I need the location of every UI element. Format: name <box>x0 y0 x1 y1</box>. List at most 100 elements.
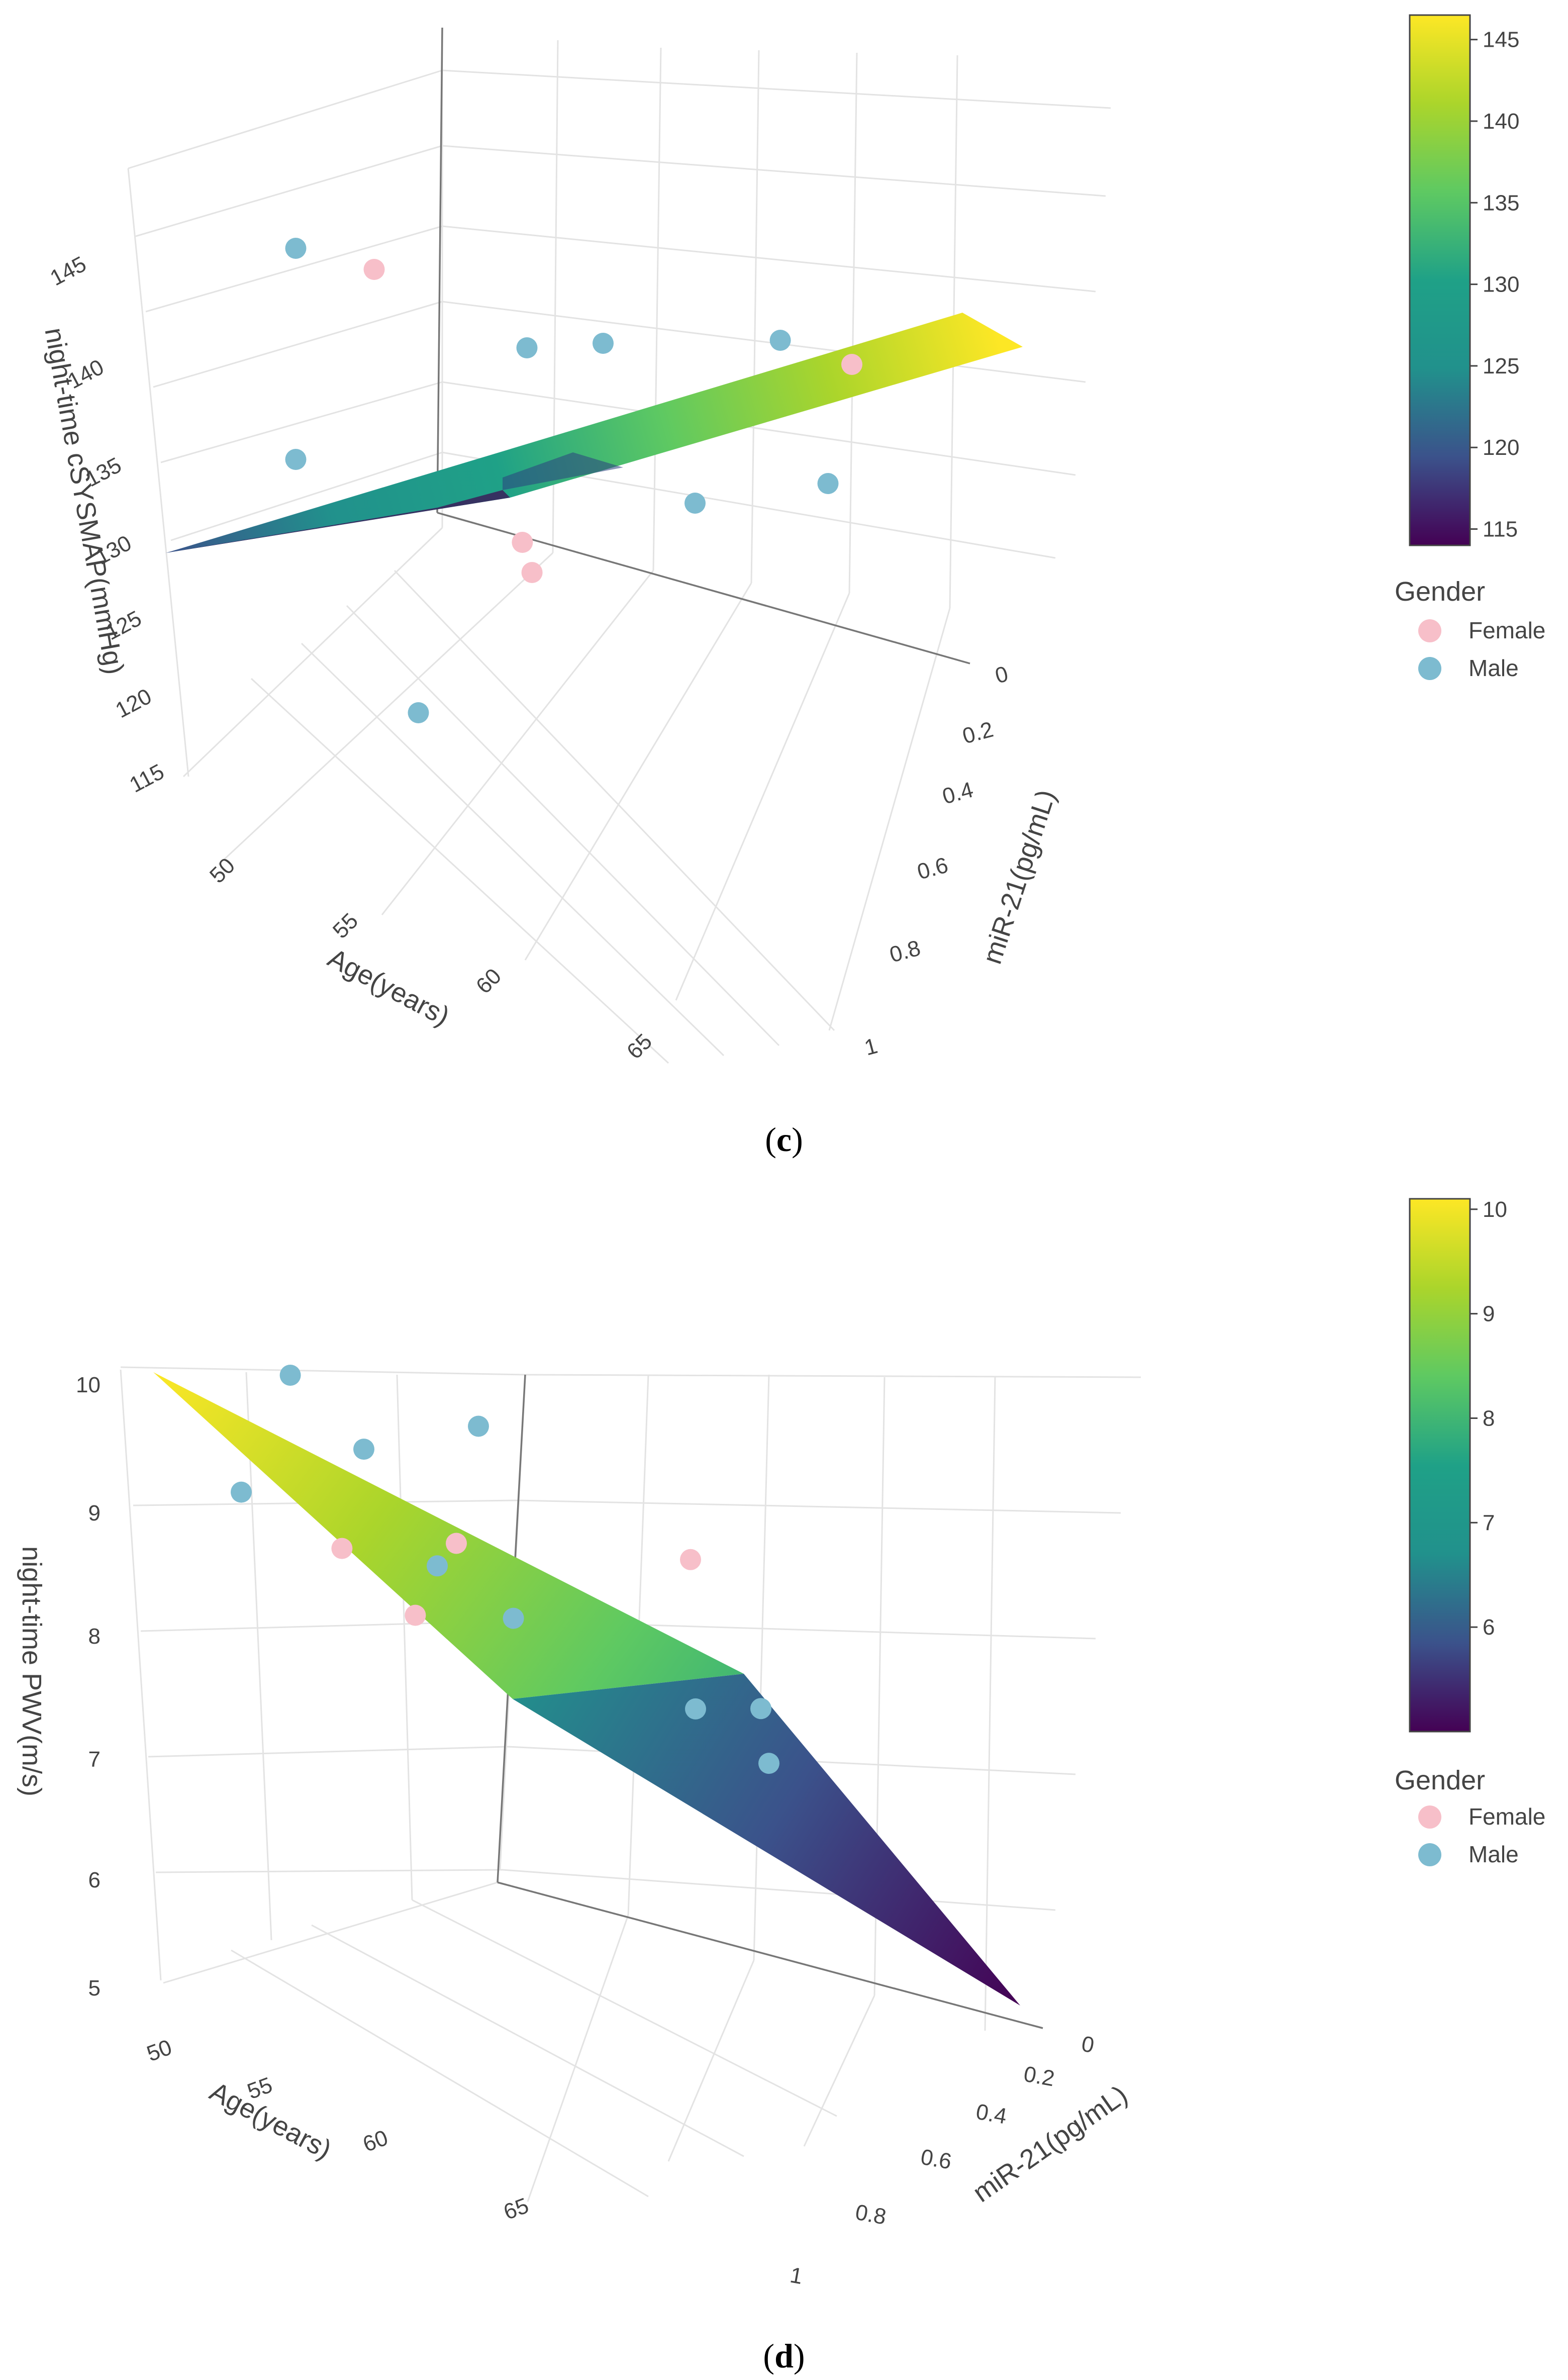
panel-d-y-tick: 0.4 <box>974 2100 1009 2129</box>
data-point-male <box>503 1607 524 1629</box>
panel-d-legend-title: Gender <box>1395 1765 1485 1795</box>
data-point-male <box>758 1753 779 1774</box>
panel-c-legend-male: Male <box>1468 655 1519 681</box>
data-point-male <box>516 337 538 358</box>
panel-d-z-tick: 10 <box>76 1373 101 1397</box>
panel-c-x-tick: 50 <box>205 853 240 888</box>
panel-c-gridlines <box>127 28 1111 1064</box>
panel-c-label: (c) <box>765 1120 803 1159</box>
legend-male-marker <box>1418 657 1441 680</box>
panel-c-x-axis-title: Age(years) <box>323 943 454 1032</box>
data-point-female <box>331 1538 353 1559</box>
colorbar-tick-label: 115 <box>1483 517 1518 542</box>
colorbar-tick-label: 125 <box>1483 354 1519 378</box>
panel-d-y-tick: 0.2 <box>1022 2062 1056 2091</box>
colorbar-tick-label: 145 <box>1483 28 1519 52</box>
panel-c-legend-female: Female <box>1468 617 1545 643</box>
panel-c-y-tick: 1 <box>862 1033 880 1061</box>
colorbar-tick-label: 120 <box>1483 435 1519 460</box>
data-point-male <box>593 333 614 354</box>
panel-d-x-tick: 65 <box>501 2193 532 2225</box>
panel-c-y-ticks: 0 0.2 0.4 0.6 0.8 1 <box>862 661 1011 1061</box>
data-point-male <box>468 1415 489 1437</box>
data-point-male <box>285 238 307 259</box>
panel-c-z-tick: 145 <box>46 252 90 291</box>
panel-d-legend-male: Male <box>1468 1841 1519 1867</box>
panel-c-label-letter: c <box>776 1120 792 1159</box>
panel-d-chart: 5 6 7 8 9 10 night-time PWV(m/s) 50 55 6… <box>17 1197 1545 2375</box>
data-point-male <box>279 1365 301 1386</box>
panel-c-z-tick: 120 <box>112 684 156 723</box>
data-point-male <box>231 1481 252 1503</box>
panel-c-x-tick: 60 <box>471 964 506 998</box>
data-point-male <box>684 493 706 514</box>
panel-c-y-tick: 0.4 <box>940 777 976 809</box>
panel-c-legend: Gender Female Male <box>1395 577 1545 681</box>
data-point-male <box>769 330 791 351</box>
panel-d-z-tick: 5 <box>88 1976 101 2001</box>
panel-d-z-axis-title: night-time PWV(m/s) <box>17 1546 47 1796</box>
data-point-female <box>521 562 543 583</box>
legend-female-marker <box>1418 619 1441 642</box>
panel-c-y-tick: 0.6 <box>915 852 951 884</box>
panel-d-legend-female: Female <box>1468 1803 1545 1830</box>
panel-c-y-tick: 0.8 <box>887 935 923 967</box>
panel-d-colorbar: 6 7 8 9 10 <box>1409 1197 1507 1733</box>
data-point-male <box>427 1555 448 1577</box>
panel-c-x-tick: 65 <box>622 1029 657 1064</box>
data-point-male <box>353 1439 374 1460</box>
data-point-female <box>363 259 385 280</box>
data-point-female <box>680 1549 701 1570</box>
panel-d-label: (d) <box>763 2337 805 2375</box>
panel-c-legend-title: Gender <box>1395 577 1485 607</box>
data-point-male <box>408 702 429 723</box>
panel-c-chart: 115 120 125 130 135 140 145 night-time c… <box>39 14 1545 1159</box>
panel-d-z-tick: 8 <box>88 1624 101 1649</box>
legend-male-marker <box>1418 1843 1441 1866</box>
panel-c-y-tick: 0 <box>993 661 1011 689</box>
data-point-male <box>750 1698 771 1720</box>
panel-d-y-tick: 1 <box>788 2263 805 2290</box>
data-point-female <box>405 1604 426 1626</box>
panel-d-z-tick: 9 <box>88 1501 101 1526</box>
panel-d-legend: Gender Female Male <box>1395 1765 1545 1867</box>
panel-d-z-ticks: 5 6 7 8 9 10 <box>76 1373 101 2001</box>
panel-c-y-axis-title: miR-21(pg/mL) <box>977 786 1061 968</box>
panel-d-x-ticks: 50 55 60 65 <box>144 2035 532 2225</box>
colorbar-tick-label: 7 <box>1483 1510 1495 1535</box>
panel-c-regression-surface <box>166 313 1023 553</box>
panel-d-y-tick: 0.8 <box>853 2200 888 2230</box>
panel-d-regression-surface <box>153 1372 1020 2006</box>
data-point-female <box>446 1533 467 1554</box>
panel-d-z-tick: 6 <box>88 1868 101 1892</box>
colorbar-tick-label: 135 <box>1483 191 1519 215</box>
panel-d-y-tick: 0.6 <box>919 2145 953 2174</box>
data-point-female <box>512 532 533 553</box>
colorbar-tick-label: 140 <box>1483 109 1519 134</box>
panel-c-colorbar: 115 120 125 130 135 140 145 <box>1409 14 1519 546</box>
panel-d-x-tick: 50 <box>144 2035 175 2066</box>
panel-d-data-points <box>231 1365 779 1774</box>
colorbar-tick-label: 8 <box>1483 1406 1495 1431</box>
panel-d-label-letter: d <box>774 2337 794 2375</box>
data-point-male <box>817 473 839 494</box>
data-point-male <box>285 449 307 470</box>
panel-c-x-tick: 55 <box>328 908 363 943</box>
colorbar-tick-label: 9 <box>1483 1302 1495 1326</box>
colorbar-tick-label: 130 <box>1483 272 1519 297</box>
data-point-female <box>841 354 862 375</box>
data-point-male <box>685 1698 706 1720</box>
colorbar-tick-label: 6 <box>1483 1615 1495 1640</box>
panel-c-x-ticks: 50 55 60 65 <box>205 853 657 1064</box>
panel-d-x-tick: 60 <box>360 2125 391 2157</box>
panel-c-y-tick: 0.2 <box>960 717 996 748</box>
legend-female-marker <box>1418 1805 1441 1829</box>
panel-c-z-tick: 115 <box>126 759 168 798</box>
panel-d-y-axis-title: miR-21(pg/mL) <box>967 2079 1133 2208</box>
panel-d-y-tick: 0 <box>1080 2032 1096 2058</box>
panel-c-data-points <box>285 238 862 723</box>
panel-d-z-tick: 7 <box>88 1747 101 1772</box>
panel-d-gridlines <box>120 1366 1141 2202</box>
colorbar-tick-label: 10 <box>1483 1197 1507 1222</box>
